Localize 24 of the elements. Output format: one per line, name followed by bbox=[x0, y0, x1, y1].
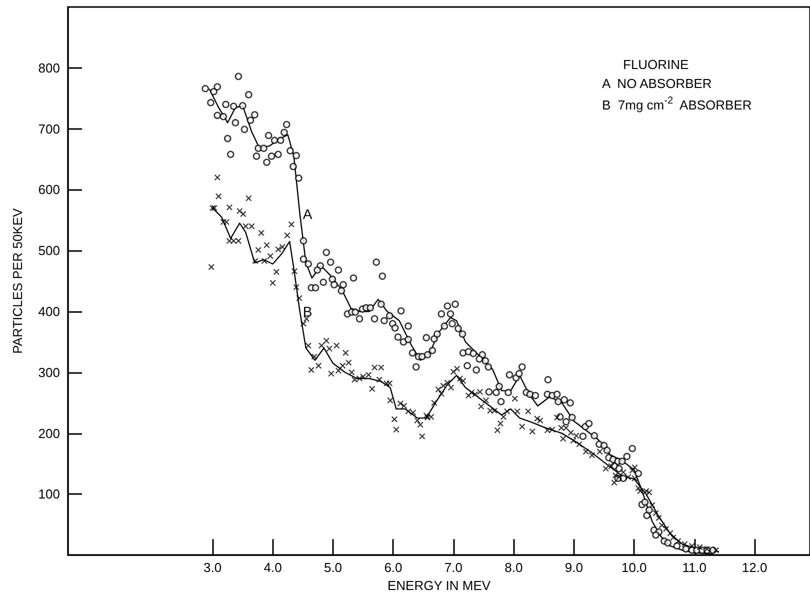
x-tick-label: 12.0 bbox=[742, 560, 768, 576]
x-tick-label: 4.0 bbox=[264, 560, 282, 576]
x-tick-label: 7.0 bbox=[444, 560, 462, 576]
series-label: B bbox=[302, 304, 312, 320]
x-tick-label: 10.0 bbox=[621, 560, 647, 576]
y-tick-label: 600 bbox=[38, 182, 60, 198]
x-tick-label: 3.0 bbox=[204, 560, 222, 576]
y-tick-label: 200 bbox=[38, 426, 60, 441]
y-tick-label: 100 bbox=[38, 486, 60, 502]
series-label: A bbox=[302, 206, 313, 222]
x-tick-label: 5.0 bbox=[324, 560, 342, 576]
x-tick-label: 8.0 bbox=[504, 560, 523, 576]
y-tick-label: 700 bbox=[38, 121, 60, 136]
y-tick-label: 400 bbox=[38, 304, 60, 319]
annotation: A NO ABSORBER bbox=[602, 76, 712, 91]
y-tick-label: 300 bbox=[38, 364, 60, 380]
x-tick-label: 11.0 bbox=[682, 560, 707, 576]
y-tick-label: 500 bbox=[38, 243, 60, 258]
x-tick-label: 9.0 bbox=[564, 560, 583, 576]
annotation: FLUORINE bbox=[623, 57, 690, 72]
x-tick-label: 6.0 bbox=[384, 560, 402, 576]
y-tick-label: 800 bbox=[38, 60, 60, 76]
x-axis-title: ENERGY IN MEV bbox=[387, 578, 491, 593]
y-axis-title: PARTICLES PER 50KEV bbox=[10, 208, 25, 354]
